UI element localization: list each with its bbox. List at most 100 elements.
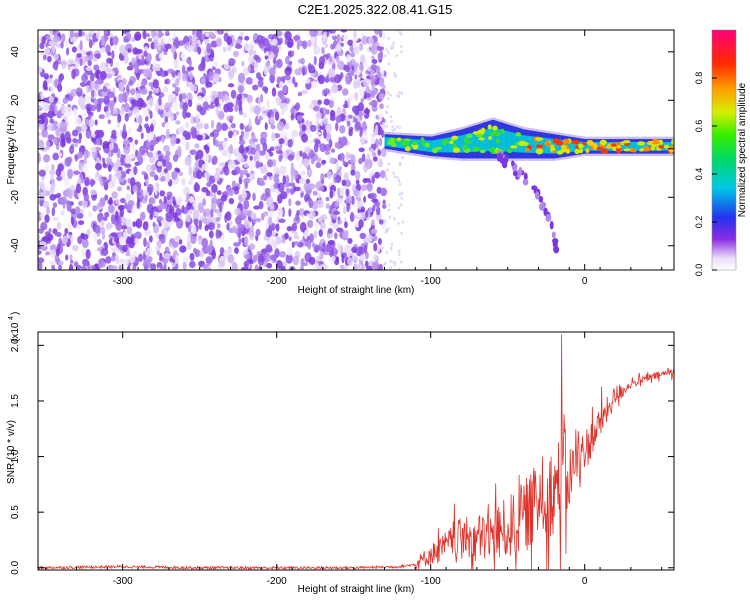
noise-blob — [149, 145, 154, 152]
signal-peak — [391, 142, 397, 148]
noise-blob — [274, 145, 282, 150]
noise-blob — [228, 58, 236, 65]
noise-blob — [56, 175, 63, 181]
noise-blob — [162, 159, 167, 168]
noise-blob — [394, 74, 397, 79]
noise-blob — [171, 170, 178, 180]
noise-blob — [260, 212, 265, 221]
signal-core — [529, 136, 532, 153]
noise-blob — [190, 84, 198, 92]
y-multiplier-close: ) — [10, 312, 21, 315]
noise-blob — [290, 112, 295, 121]
noise-blob — [237, 72, 246, 83]
signal-peak — [622, 139, 631, 144]
noise-blob — [113, 234, 117, 243]
noise-blob — [250, 147, 256, 155]
noise-blob — [221, 122, 228, 132]
noise-blob — [178, 40, 185, 47]
signal-core — [508, 131, 511, 152]
signal-core — [444, 138, 447, 153]
signal-peak — [574, 148, 580, 155]
branch-blob — [497, 152, 503, 160]
noise-blob — [300, 57, 305, 65]
noise-blob — [301, 124, 307, 132]
noise-blob — [85, 118, 90, 125]
noise-blob — [266, 262, 273, 269]
noise-blob — [93, 224, 101, 234]
noise-blob — [118, 236, 127, 245]
chart-title: C2E1.2025.322.08.41.G15 — [297, 2, 453, 17]
noise-blob — [322, 30, 330, 33]
noise-blob — [63, 177, 70, 188]
signal-core — [645, 142, 648, 151]
noise-blob — [167, 93, 173, 104]
noise-blob — [178, 93, 183, 103]
signal-peak — [578, 143, 584, 149]
noise-blob — [72, 244, 79, 252]
noise-blob — [211, 94, 216, 100]
noise-blob — [303, 229, 308, 240]
noise-blob — [336, 34, 341, 44]
noise-blob — [41, 112, 49, 118]
signal-core — [568, 140, 570, 153]
noise-blob — [374, 171, 381, 179]
signal-peak — [479, 149, 486, 154]
signal-peak — [619, 141, 625, 146]
noise-blob — [313, 45, 321, 55]
noise-blob — [238, 237, 242, 245]
noise-blob — [381, 122, 386, 130]
signal-core — [625, 142, 628, 151]
noise-blob — [322, 242, 326, 248]
noise-blob — [337, 243, 342, 253]
noise-blob — [69, 30, 74, 40]
noise-blob — [126, 237, 133, 244]
noise-blob — [107, 180, 116, 189]
noise-blob — [276, 121, 285, 131]
noise-blob — [358, 147, 365, 153]
signal-core — [421, 139, 424, 151]
noise-blob — [57, 163, 64, 172]
noise-blob — [307, 239, 312, 250]
noise-blob — [356, 79, 361, 89]
noise-blob — [344, 100, 348, 108]
noise-blob — [313, 56, 317, 66]
signal-peak — [451, 135, 459, 140]
noise-blob — [39, 71, 45, 76]
noise-blob — [68, 234, 72, 240]
noise-blob — [387, 62, 391, 66]
signal-peak — [623, 148, 631, 152]
bottom-plot-background — [38, 332, 674, 570]
noise-blob — [363, 244, 368, 254]
signal-peak — [412, 140, 418, 146]
noise-blob — [395, 125, 399, 129]
branch-blob — [549, 221, 554, 230]
signal-core — [633, 142, 635, 151]
noise-blob — [150, 263, 157, 270]
noise-blob — [44, 164, 50, 172]
noise-blob — [143, 50, 148, 57]
noise-blob — [153, 87, 160, 94]
noise-blob — [67, 58, 75, 65]
noise-blob — [364, 57, 368, 68]
noise-blob — [56, 221, 62, 230]
signal-core — [463, 134, 465, 153]
noise-blob — [266, 210, 274, 218]
signal-peak — [472, 146, 480, 152]
noise-blob — [373, 128, 379, 136]
noise-blob — [146, 103, 150, 108]
signal-core — [528, 135, 531, 153]
noise-blob — [370, 192, 377, 200]
noise-blob — [378, 93, 385, 100]
noise-blob — [301, 133, 309, 143]
noise-blob — [109, 99, 116, 107]
noise-blob — [122, 123, 127, 134]
signal-peak — [499, 128, 505, 134]
noise-blob — [385, 250, 389, 254]
noise-blob — [197, 46, 202, 55]
noise-blob — [57, 260, 64, 266]
signal-core — [556, 139, 559, 154]
noise-blob — [180, 136, 186, 145]
signal-core — [487, 128, 490, 151]
noise-blob — [361, 35, 368, 45]
noise-blob — [346, 120, 351, 127]
